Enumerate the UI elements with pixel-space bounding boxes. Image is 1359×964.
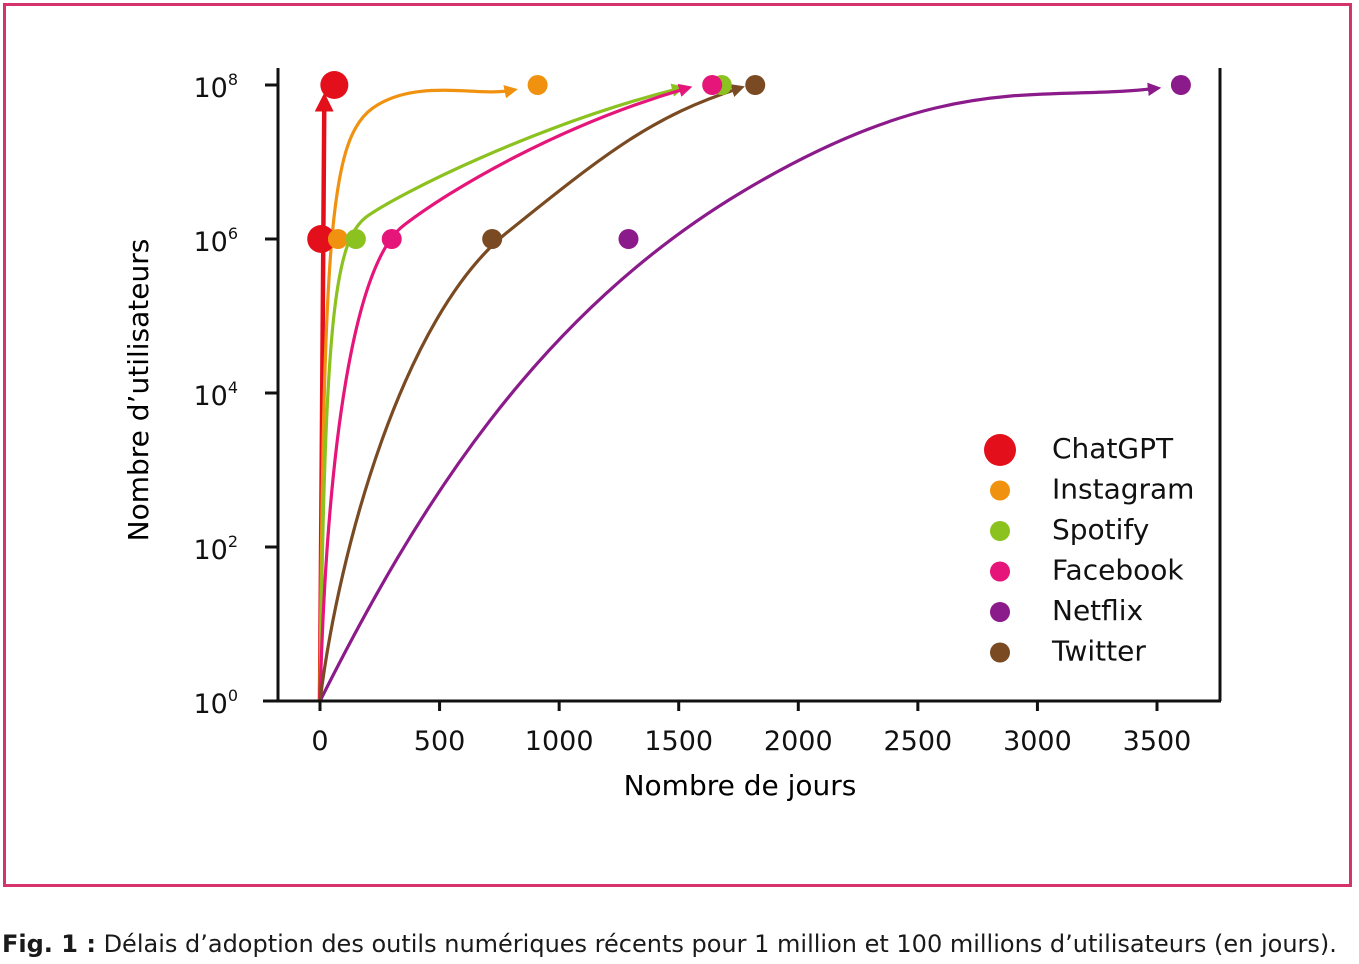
- points-layer: [307, 71, 1191, 253]
- legend-marker-facebook: [990, 561, 1010, 582]
- point-chatgpt: [320, 71, 349, 99]
- y-axis-label: Nombre d’utilisateurs: [122, 239, 155, 542]
- legend-marker-twitter: [990, 642, 1010, 663]
- point-twitter: [745, 75, 766, 95]
- legend-label-facebook: Facebook: [1052, 554, 1184, 587]
- point-facebook: [381, 229, 402, 249]
- legend-marker-spotify: [990, 521, 1010, 541]
- curve-spotify: [318, 83, 686, 703]
- curve-instagram: [318, 85, 518, 703]
- legend-marker-chatgpt: [984, 434, 1016, 466]
- legend-label-twitter: Twitter: [1051, 635, 1146, 668]
- x-tick-label: 2000: [764, 726, 833, 757]
- figure-caption: Fig. 1 : Délais d’adoption des outils nu…: [2, 930, 1337, 958]
- caption-label: Fig. 1 :: [2, 930, 96, 958]
- x-tick-label: 3500: [1123, 726, 1192, 757]
- x-tick-label: 500: [414, 726, 466, 757]
- curve-twitter: [318, 84, 745, 703]
- legend-marker-instagram: [990, 480, 1010, 501]
- y-tick-label: 104: [193, 378, 238, 412]
- y-tick-label: 106: [193, 224, 238, 258]
- x-tick-label: 1500: [644, 726, 713, 757]
- x-axis-label: Nombre de jours: [624, 769, 857, 802]
- curve-netflix: [318, 82, 1162, 703]
- point-instagram: [527, 75, 548, 95]
- y-tick-label: 102: [193, 532, 238, 566]
- adoption-chart: 0 500 1000 1500 2000 2500 3000 3500 100 102 104 106…: [122, 68, 1222, 802]
- legend-label-chatgpt: ChatGPT: [1052, 432, 1174, 465]
- point-chatgpt: [307, 225, 336, 253]
- point-instagram: [327, 229, 348, 249]
- x-tick-label: 1000: [525, 726, 594, 757]
- point-netflix: [618, 229, 639, 249]
- legend-label-netflix: Netflix: [1052, 594, 1143, 627]
- curve-facebook: [318, 83, 693, 703]
- curves-layer: [314, 82, 1162, 704]
- point-twitter: [482, 229, 503, 249]
- legend: ChatGPT Instagram Spotify Facebook Netflix Tw…: [984, 432, 1194, 668]
- legend-label-spotify: Spotify: [1052, 513, 1149, 546]
- y-tick-label: 108: [193, 70, 238, 104]
- legend-marker-netflix: [990, 602, 1010, 622]
- x-tick-label: 2500: [883, 726, 952, 757]
- x-tick-label: 0: [311, 726, 328, 757]
- y-tick-label: 100: [193, 686, 238, 720]
- x-tick-label: 3000: [1003, 726, 1072, 757]
- point-netflix: [1170, 75, 1191, 95]
- axes-layer: 0 500 1000 1500 2000 2500 3000 3500 100 102 104 106…: [193, 68, 1222, 757]
- legend-label-instagram: Instagram: [1052, 473, 1194, 506]
- figure-frame: [3, 3, 1352, 887]
- caption-text: Délais d’adoption des outils numériques …: [103, 930, 1337, 958]
- point-facebook: [702, 75, 723, 95]
- point-spotify: [345, 229, 366, 249]
